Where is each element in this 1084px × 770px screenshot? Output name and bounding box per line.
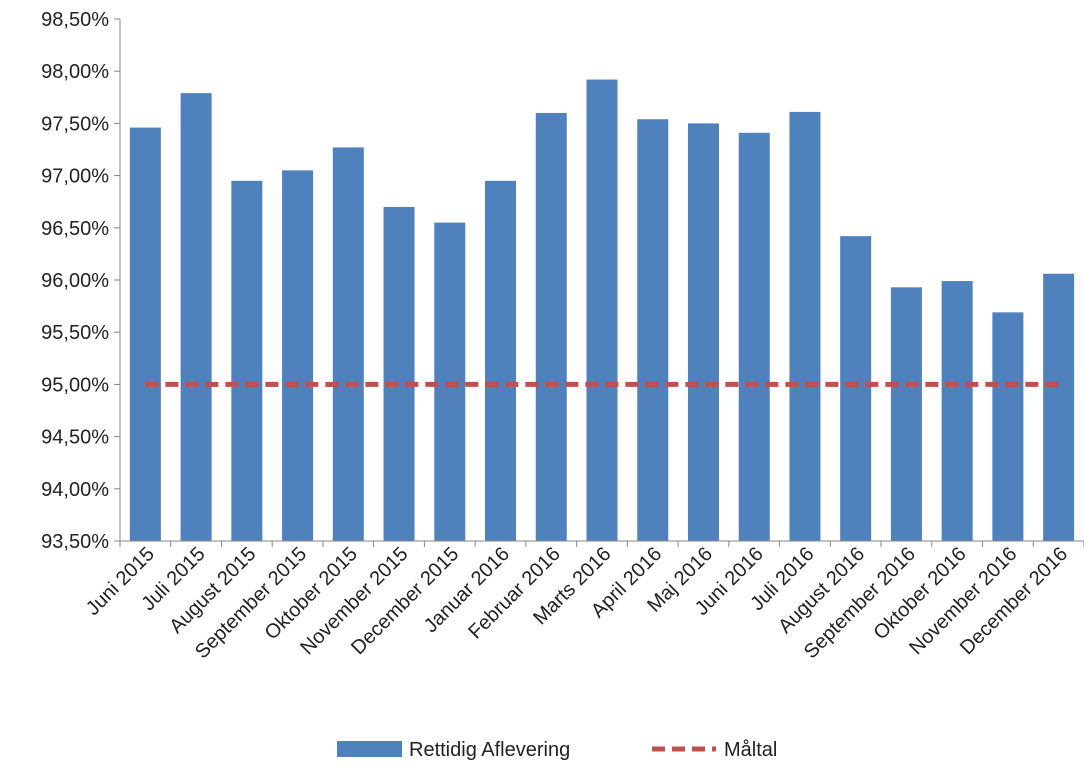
legend-label-target: Måltal: [724, 739, 777, 761]
y-tick-label: 96,50%: [41, 218, 109, 240]
bar: [180, 93, 212, 542]
bar: [687, 123, 719, 542]
y-tick-label: 96,00%: [41, 270, 109, 292]
bar: [535, 112, 567, 542]
bar: [231, 180, 263, 541]
bars-group: [129, 79, 1075, 542]
y-tick-label: 95,00%: [41, 374, 109, 396]
bar: [738, 132, 770, 542]
bar: [840, 236, 872, 541]
y-tick-label: 94,00%: [41, 479, 109, 501]
bar: [129, 127, 161, 541]
bar: [332, 147, 364, 541]
y-tick-label: 93,50%: [41, 531, 109, 553]
y-tick-label: 98,00%: [41, 61, 109, 83]
bar: [941, 281, 973, 541]
y-tick-label: 94,50%: [41, 427, 109, 449]
bar: [434, 222, 466, 541]
axes-group: [114, 18, 1084, 547]
bar: [282, 170, 314, 541]
bar: [992, 312, 1024, 541]
legend: Rettidig Aflevering Måltal: [337, 739, 777, 761]
y-tick-labels: 93,50% 94,00% 94,50% 95,00% 95,50% 96,00% 96,5…: [41, 9, 109, 553]
bar: [586, 79, 618, 542]
bar: [383, 206, 415, 542]
bar: [789, 111, 821, 542]
bar: [1043, 273, 1075, 541]
y-tick-label: 98,50%: [41, 9, 109, 31]
legend-label-bars: Rettidig Aflevering: [409, 739, 570, 761]
y-tick-label: 95,50%: [41, 322, 109, 344]
bar: [637, 119, 669, 541]
bar: [890, 287, 922, 541]
legend-bar-swatch: [337, 741, 402, 757]
y-tick-label: 97,50%: [41, 113, 109, 135]
bar: [485, 180, 517, 541]
y-tick-label: 97,00%: [41, 166, 109, 188]
